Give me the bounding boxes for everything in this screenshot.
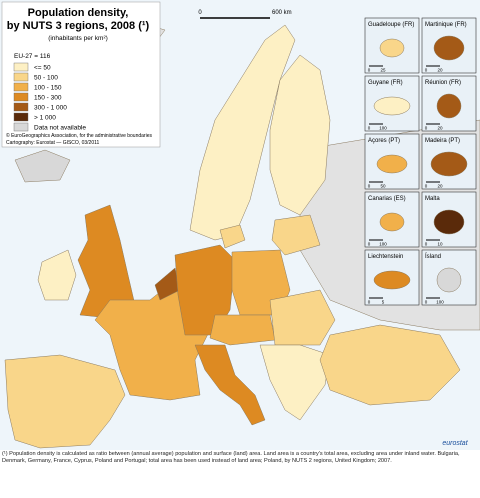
inset-scale-end: 100: [379, 242, 387, 247]
title-line: by NUTS 3 regions, 2008 (¹): [7, 20, 150, 32]
inset-land: [373, 96, 411, 116]
inset-land: [436, 93, 462, 119]
legend-swatch: [13, 112, 29, 122]
finland: [269, 54, 331, 216]
legend-swatch: [13, 122, 29, 132]
legend-label: Data not available: [34, 125, 86, 132]
inset-title: Guadeloupe (FR): [368, 22, 414, 28]
inset-title: Ísland: [425, 253, 441, 260]
baltics: [271, 214, 321, 256]
map: Population density, by NUTS 3 regions, 2…: [0, 0, 480, 450]
inset-scale-start: 0: [368, 68, 371, 73]
legend-label: 150 - 300: [34, 95, 62, 102]
legend-swatch: [13, 62, 29, 72]
title-line: Population density,: [28, 7, 129, 19]
inset-title: Madeira (PT): [425, 138, 460, 144]
inset-scale-start: 0: [368, 126, 371, 131]
inset-land: [436, 267, 462, 293]
inset-land: [376, 154, 408, 174]
legend-label: <= 50: [34, 65, 51, 72]
inset-title: Açores (PT): [368, 138, 400, 144]
legend-swatch: [13, 102, 29, 112]
legend-swatch: [13, 82, 29, 92]
inset-scale-end: 5: [382, 300, 385, 305]
iceland: [14, 149, 71, 183]
scale-end: 600 km: [272, 10, 292, 16]
inset-scale-end: 10: [437, 242, 443, 247]
legend-swatch: [13, 72, 29, 82]
credit: Cartography: Eurostat — GISCO, 03/2011: [6, 140, 100, 146]
legend: <= 50 50 - 100 100 - 150 150 - 300 300 - 1 0…: [13, 62, 86, 132]
inset-title: Malta: [425, 196, 440, 202]
legend-swatch: [13, 92, 29, 102]
inset-land: [373, 270, 411, 290]
inset-scale-start: 0: [425, 242, 428, 247]
inset-land: [433, 35, 465, 61]
inset-scale-end: 20: [437, 184, 443, 189]
inset-scale-start: 0: [368, 300, 371, 305]
inset-title: Martinique (FR): [425, 22, 467, 28]
inset-scale-start: 0: [425, 68, 428, 73]
inset-title: Liechtenstein: [368, 254, 403, 260]
romania: [269, 289, 336, 346]
inset-land: [379, 212, 405, 232]
balkans: [259, 344, 331, 421]
footnote: (¹) Population density is calculated as …: [2, 451, 460, 464]
eu-average: EU-27 = 116: [14, 53, 51, 60]
central-europe: [209, 314, 276, 346]
inset-scale-start: 0: [425, 184, 428, 189]
credit: © EuroGeographics Association, for the a…: [6, 132, 152, 139]
inset-scale-end: 20: [437, 126, 443, 131]
legend-label: 50 - 100: [34, 75, 58, 82]
inset-scale-end: 100: [379, 126, 387, 131]
inset-land: [433, 209, 465, 235]
legend-label: > 1 000: [34, 115, 56, 122]
inset-scale-start: 0: [368, 242, 371, 247]
ireland: [37, 249, 77, 301]
logo: eurostat: [442, 440, 468, 447]
inset-scale-end: 20: [437, 68, 443, 73]
inset-title: Canarias (ES): [368, 196, 406, 202]
scale-start: 0: [198, 10, 202, 16]
inset-scale-end: 50: [380, 184, 386, 189]
legend-label: 300 - 1 000: [34, 105, 67, 112]
insets: Guadeloupe (FR) 0 25 Martinique (FR) 0 20 Guya…: [364, 17, 477, 306]
italy: [194, 344, 266, 426]
inset-title: Réunion (FR): [425, 80, 461, 86]
turkey: [319, 324, 461, 406]
inset-land: [379, 38, 405, 58]
unit: (inhabitants per km²): [48, 35, 108, 42]
denmark: [219, 224, 246, 249]
legend-label: 100 - 150: [34, 85, 62, 92]
inset-land: [430, 151, 468, 177]
inset-scale-start: 0: [425, 300, 428, 305]
inset-scale-start: 0: [425, 126, 428, 131]
inset-scale-end: 100: [436, 300, 444, 305]
iberia: [4, 354, 126, 449]
inset-scale-start: 0: [368, 184, 371, 189]
inset-title: Guyane (FR): [368, 80, 403, 86]
legend-box: [1, 1, 161, 148]
inset-scale-end: 25: [380, 68, 386, 73]
